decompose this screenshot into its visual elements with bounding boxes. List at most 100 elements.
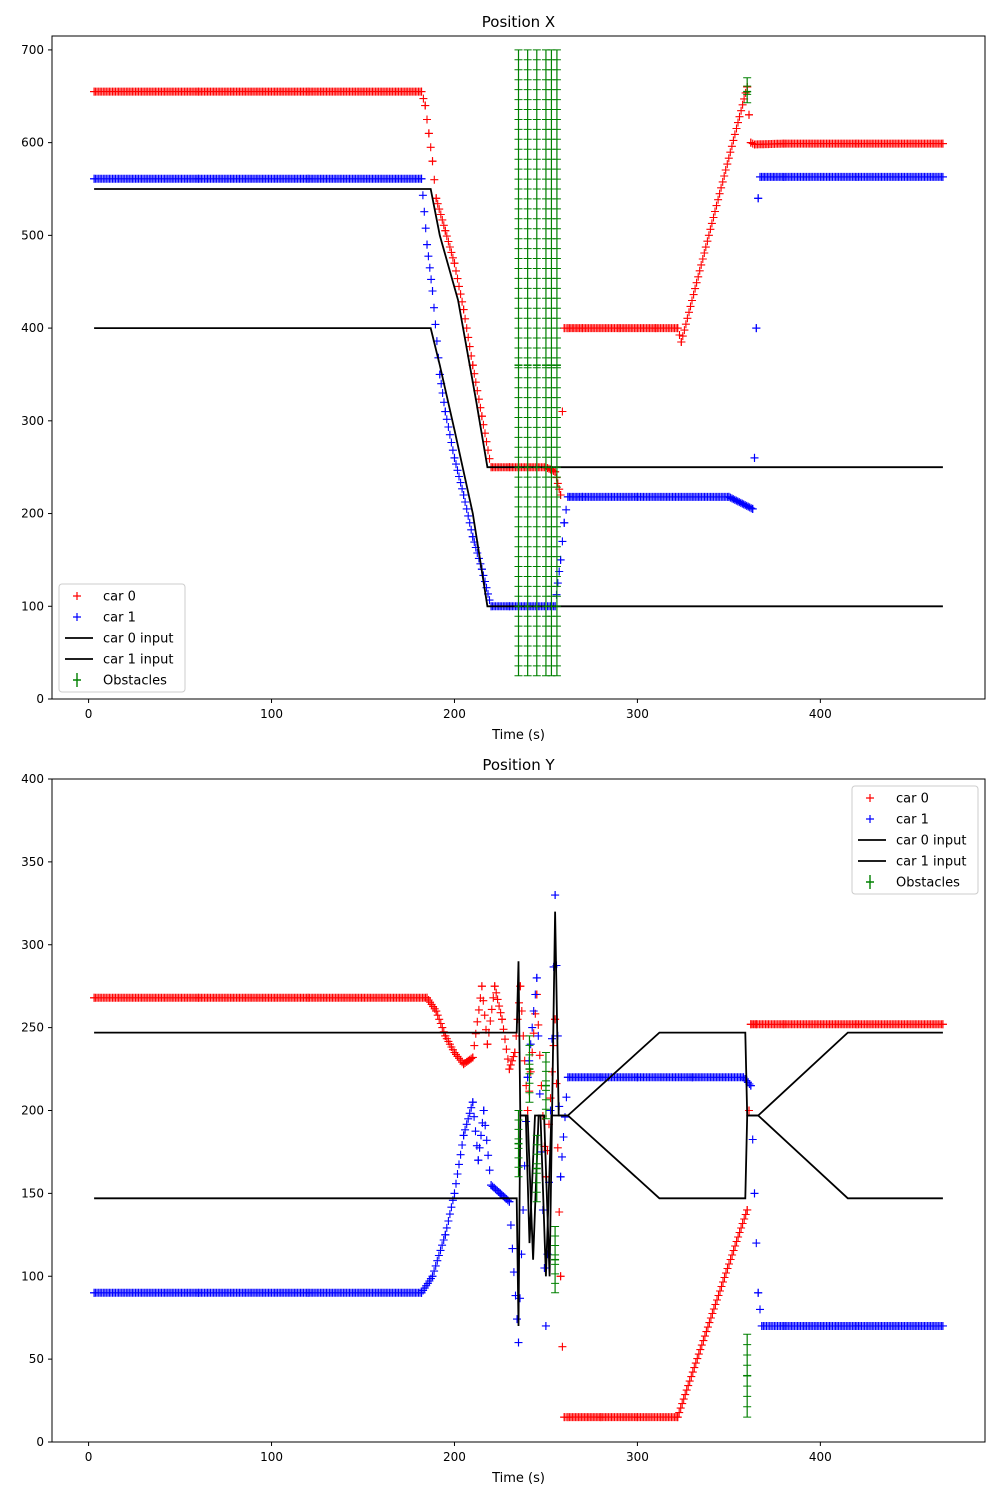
x-tick-label: 100 [260, 707, 283, 721]
data-point [724, 492, 733, 501]
data-point [852, 139, 861, 148]
data-point [779, 139, 788, 148]
y-tick-label: 100 [21, 599, 44, 613]
series-line [94, 1114, 943, 1327]
data-point [754, 1288, 763, 1297]
obstacle-errorbar [743, 1333, 752, 1418]
data-point [578, 324, 587, 333]
y-tick-label: 700 [21, 43, 44, 57]
series-car-1-input [94, 327, 943, 608]
legend-label: car 0 input [896, 834, 966, 849]
data-point [194, 174, 203, 183]
chart-title: Position Y [482, 756, 555, 774]
data-point [563, 1413, 572, 1422]
data-point [563, 324, 572, 333]
errorbar-caps [551, 1226, 560, 1294]
x-axis-label: Time (s) [491, 728, 545, 743]
obstacle-errorbar [541, 49, 550, 677]
data-point [779, 1020, 788, 1029]
obstacle-errorbar [552, 49, 561, 677]
legend-marker [73, 592, 81, 600]
data-point [752, 324, 761, 333]
plot-area [90, 49, 947, 677]
data-point [556, 555, 565, 564]
data-point [90, 993, 99, 1002]
data-point [651, 324, 660, 333]
data-point [596, 1073, 605, 1082]
data-point [487, 1181, 496, 1190]
y-tick-label: 350 [21, 855, 44, 869]
legend-label: Obstacles [103, 674, 167, 689]
y-tick-label: 100 [21, 1269, 44, 1283]
data-point [541, 1321, 550, 1330]
series-line [94, 327, 943, 608]
data-point [757, 1321, 766, 1330]
data-point [852, 1321, 861, 1330]
y-tick-label: 400 [21, 321, 44, 335]
data-point [746, 138, 755, 147]
data-point [423, 240, 432, 249]
legend-item: car 1 [866, 813, 929, 828]
data-point [578, 492, 587, 501]
data-point [498, 1015, 507, 1024]
y-tick-label: 0 [36, 692, 44, 706]
data-point [90, 174, 99, 183]
data-point [304, 1288, 313, 1297]
series-Obstacles [514, 49, 752, 677]
data-point [459, 491, 468, 499]
obstacle-errorbar [532, 1134, 541, 1203]
data-point [90, 87, 99, 96]
y-tick-label: 150 [21, 1186, 44, 1200]
data-point [194, 993, 203, 1002]
legend: car 0 car 1 car 0 input car 1 input Obstacle… [851, 785, 979, 895]
y-tick-label: 200 [21, 507, 44, 521]
data-point [459, 1060, 468, 1069]
legend-item: Obstacles [866, 875, 960, 891]
chart-title: Position X [482, 13, 555, 31]
obstacle-errorbar [514, 49, 523, 677]
errorbar-caps [523, 49, 532, 677]
series-markers [90, 982, 947, 1422]
x-tick-label: 300 [626, 1450, 649, 1464]
errorbar-caps [532, 49, 541, 677]
data-point [432, 194, 441, 203]
data-point [450, 1189, 459, 1198]
data-point [938, 1020, 947, 1029]
series-car-0-input [94, 188, 943, 469]
legend-label: car 1 input [103, 653, 173, 668]
legend-label: car 1 [896, 813, 929, 828]
data-point [468, 1053, 477, 1062]
obstacle-errorbar [541, 1052, 550, 1120]
y-tick-label: 50 [29, 1352, 44, 1366]
data-point [779, 172, 788, 181]
y-tick-label: 500 [21, 228, 44, 242]
data-point [477, 982, 486, 991]
data-point [432, 1007, 441, 1016]
data-point [523, 1073, 532, 1082]
legend-label: car 0 [103, 590, 136, 605]
data-point [551, 467, 560, 476]
data-point [852, 172, 861, 181]
data-point [938, 139, 947, 148]
legend-label: car 0 [896, 792, 929, 807]
errorbar-caps [552, 49, 561, 677]
data-point [90, 1288, 99, 1297]
data-point [563, 492, 572, 501]
data-point [510, 1048, 519, 1057]
obstacle-errorbar [547, 49, 556, 677]
data-point [677, 338, 686, 346]
data-point [633, 1413, 642, 1422]
legend-box [58, 583, 186, 693]
data-point [505, 1065, 514, 1074]
errorbar-caps [541, 1052, 550, 1120]
data-point [596, 1413, 605, 1422]
data-point [743, 1205, 752, 1214]
errorbar-caps [547, 49, 556, 677]
y-tick-label: 600 [21, 136, 44, 150]
x-tick-label: 0 [85, 707, 93, 721]
data-point [750, 140, 759, 149]
legend-item: car 1 input [65, 653, 173, 668]
x-tick-label: 300 [626, 707, 649, 721]
data-point [459, 305, 468, 314]
data-point [417, 174, 426, 183]
